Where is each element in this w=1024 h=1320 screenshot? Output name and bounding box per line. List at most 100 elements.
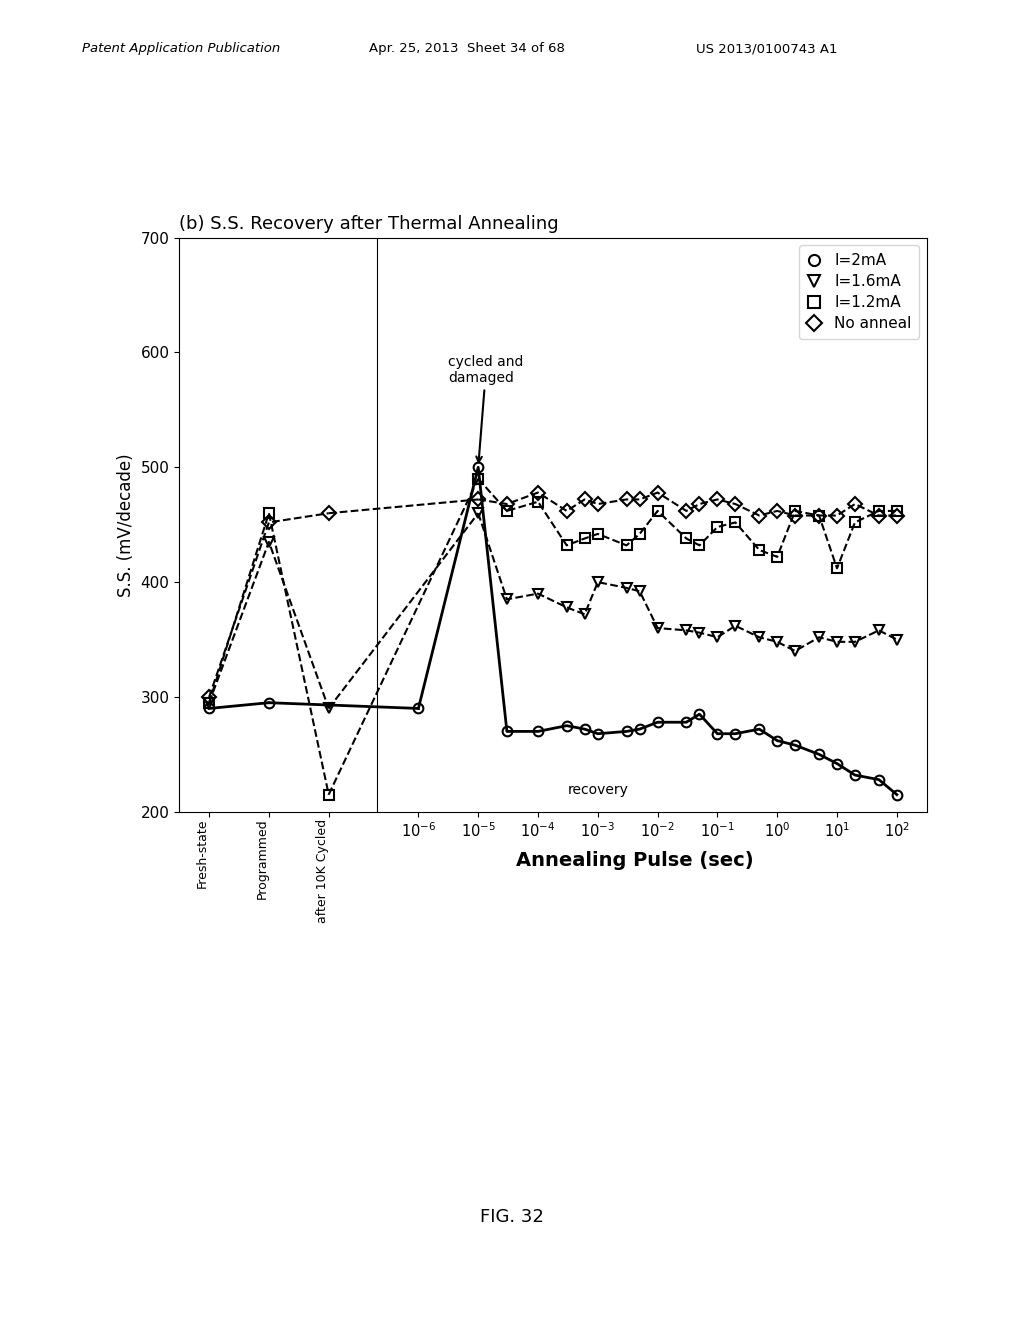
I=2mA (560, 718, 572, 734)
I=1.2mA (830, 561, 843, 577)
Text: after 10K Cycled: after 10K Cycled (315, 818, 329, 923)
No anneal (693, 496, 706, 512)
Text: Fresh-state: Fresh-state (197, 818, 209, 888)
I=2mA (729, 726, 741, 742)
No anneal (712, 491, 724, 507)
I=1.6mA (592, 574, 604, 590)
No anneal (753, 508, 765, 524)
Y-axis label: S.S. (mV/decade): S.S. (mV/decade) (117, 453, 135, 597)
I=1.6mA (651, 620, 664, 636)
No anneal (790, 508, 802, 524)
No anneal (501, 496, 513, 512)
No anneal (813, 508, 825, 524)
I=2mA (680, 714, 692, 730)
I=1.2mA (621, 537, 633, 553)
I=1.2mA (729, 515, 741, 531)
I=2mA (753, 721, 765, 737)
Line: I=1.2mA: I=1.2mA (473, 474, 902, 573)
No anneal (472, 491, 484, 507)
I=2mA (592, 726, 604, 742)
I=2mA (579, 721, 591, 737)
I=2mA (771, 733, 783, 748)
I=1.6mA (579, 606, 591, 622)
I=1.2mA (579, 531, 591, 546)
I=1.6mA (472, 506, 484, 521)
I=2mA (531, 723, 544, 739)
I=2mA (413, 701, 425, 717)
I=1.6mA (849, 634, 861, 649)
No anneal (849, 496, 861, 512)
I=1.2mA (712, 519, 724, 535)
No anneal (560, 503, 572, 519)
No anneal (592, 496, 604, 512)
No anneal (651, 484, 664, 500)
Line: I=1.6mA: I=1.6mA (473, 508, 902, 656)
No anneal (531, 484, 544, 500)
Text: cycled and
damaged: cycled and damaged (449, 355, 523, 462)
Text: US 2013/0100743 A1: US 2013/0100743 A1 (696, 42, 838, 55)
Text: (b) S.S. Recovery after Thermal Annealing: (b) S.S. Recovery after Thermal Annealin… (179, 215, 559, 234)
Text: Annealing Pulse (sec): Annealing Pulse (sec) (516, 851, 754, 870)
I=1.6mA (790, 643, 802, 659)
No anneal (729, 496, 741, 512)
I=1.2mA (771, 549, 783, 565)
I=2mA (790, 738, 802, 754)
I=1.2mA (592, 525, 604, 541)
I=2mA (712, 726, 724, 742)
No anneal (680, 503, 692, 519)
I=2mA (813, 747, 825, 763)
No anneal (621, 491, 633, 507)
I=2mA (651, 714, 664, 730)
I=1.2mA (531, 494, 544, 510)
I=1.6mA (891, 631, 903, 647)
I=1.6mA (729, 618, 741, 634)
I=1.2mA (891, 503, 903, 519)
Legend: I=2mA, I=1.6mA, I=1.2mA, No anneal: I=2mA, I=1.6mA, I=1.2mA, No anneal (799, 246, 920, 339)
I=2mA (634, 721, 646, 737)
Line: No anneal: No anneal (473, 487, 902, 520)
I=1.6mA (753, 630, 765, 645)
I=1.2mA (501, 503, 513, 519)
No anneal (872, 508, 885, 524)
I=1.6mA (680, 623, 692, 639)
I=1.6mA (560, 599, 572, 615)
I=2mA (872, 772, 885, 788)
I=1.2mA (693, 537, 706, 553)
I=1.6mA (501, 591, 513, 607)
I=1.6mA (531, 586, 544, 602)
I=2mA (693, 706, 706, 722)
No anneal (579, 491, 591, 507)
I=1.2mA (872, 503, 885, 519)
I=1.6mA (771, 634, 783, 649)
I=2mA (501, 723, 513, 739)
Text: recovery: recovery (568, 783, 629, 797)
Text: FIG. 32: FIG. 32 (480, 1208, 544, 1226)
I=1.6mA (634, 583, 646, 599)
I=1.2mA (651, 503, 664, 519)
I=1.6mA (872, 623, 885, 639)
No anneal (771, 503, 783, 519)
I=2mA (849, 767, 861, 783)
I=1.6mA (813, 630, 825, 645)
I=1.2mA (472, 471, 484, 487)
Text: Apr. 25, 2013  Sheet 34 of 68: Apr. 25, 2013 Sheet 34 of 68 (369, 42, 564, 55)
I=2mA (891, 787, 903, 803)
Text: Patent Application Publication: Patent Application Publication (82, 42, 281, 55)
I=2mA (621, 723, 633, 739)
I=1.6mA (621, 579, 633, 595)
I=1.2mA (849, 515, 861, 531)
No anneal (830, 508, 843, 524)
I=1.2mA (813, 508, 825, 524)
I=1.2mA (680, 531, 692, 546)
No anneal (634, 491, 646, 507)
I=2mA (472, 459, 484, 475)
I=1.6mA (693, 624, 706, 640)
I=1.6mA (712, 630, 724, 645)
I=1.6mA (830, 634, 843, 649)
I=1.2mA (634, 525, 646, 541)
Line: I=2mA: I=2mA (414, 462, 902, 800)
I=1.2mA (753, 543, 765, 558)
Text: Programmed: Programmed (256, 818, 269, 899)
I=2mA (830, 755, 843, 771)
I=1.2mA (790, 503, 802, 519)
